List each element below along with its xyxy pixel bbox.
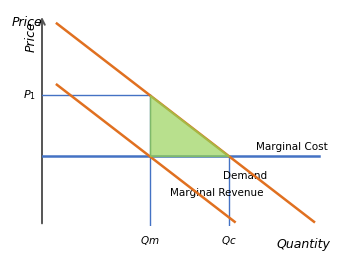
Text: Demand: Demand <box>223 171 268 181</box>
Text: Price: Price <box>12 16 42 30</box>
Polygon shape <box>150 95 229 156</box>
Text: Price: Price <box>25 21 38 52</box>
Text: Quantity: Quantity <box>277 238 330 251</box>
Text: Marginal Cost: Marginal Cost <box>256 142 328 152</box>
Text: $Qm$: $Qm$ <box>140 234 160 247</box>
Text: Marginal Revenue: Marginal Revenue <box>170 188 264 198</box>
Text: $Qc$: $Qc$ <box>221 234 237 247</box>
Text: $P_1$: $P_1$ <box>23 88 36 102</box>
